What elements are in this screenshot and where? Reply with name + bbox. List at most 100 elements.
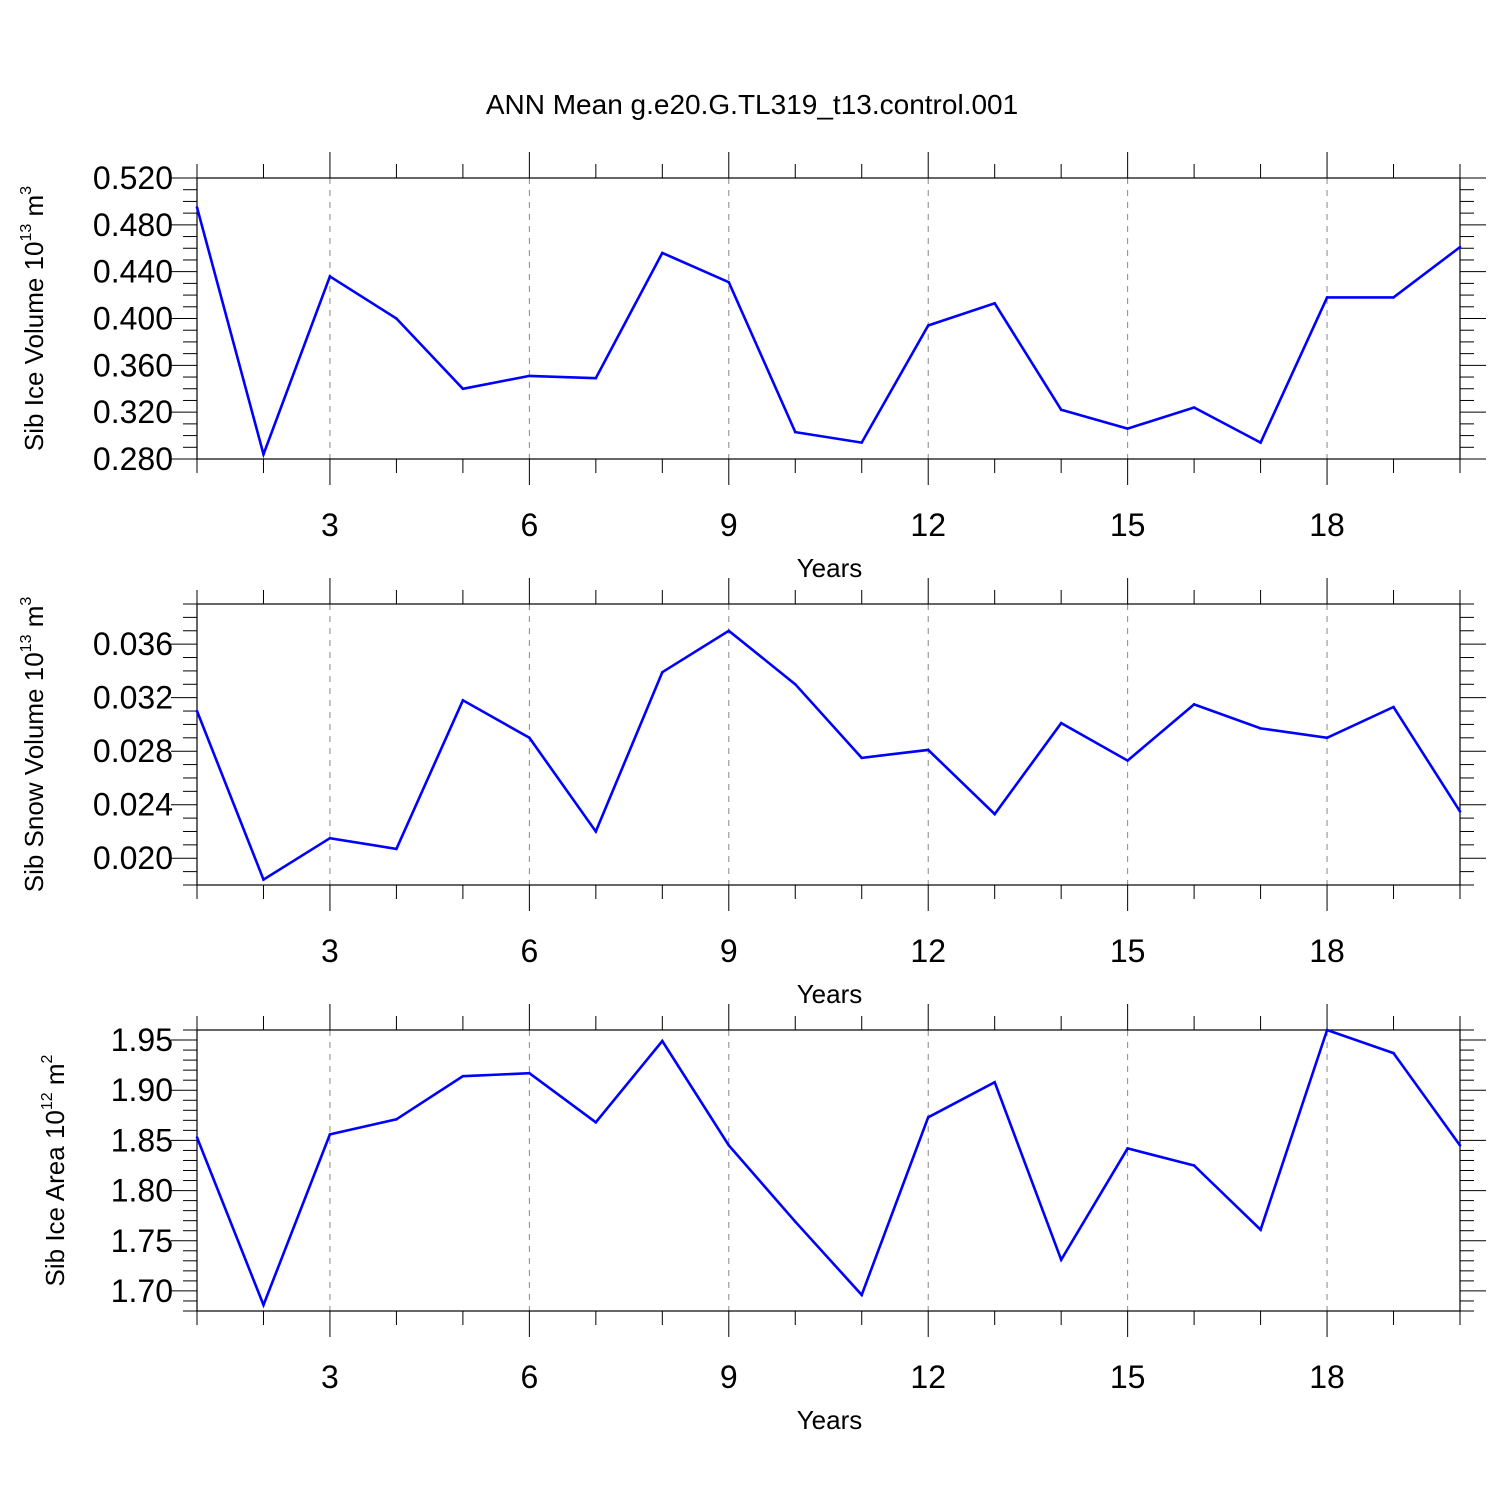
data-point [461, 1074, 465, 1078]
x-tick-label: 6 [520, 507, 538, 543]
data-point [727, 280, 731, 284]
data-point [727, 1144, 731, 1147]
data-point [395, 1118, 398, 1121]
y-tick-label: 0.028 [93, 733, 173, 769]
x-tick-label: 15 [1110, 1359, 1146, 1395]
y-tick-label: 1.70 [111, 1273, 173, 1309]
data-point [661, 1039, 664, 1043]
y-axis-label: Sib Snow Volume 1013 m3 [18, 597, 49, 893]
data-point [1259, 1228, 1262, 1232]
y-tick-label: 0.520 [93, 160, 173, 196]
data-point [1325, 296, 1329, 299]
data-point [395, 847, 398, 851]
y-tick-label: 1.85 [111, 1122, 173, 1158]
x-tick-label: 3 [321, 1359, 339, 1395]
data-point [993, 301, 996, 305]
plot-frame [196, 1029, 1461, 1312]
data-point [528, 374, 531, 378]
data-point [1192, 1164, 1196, 1167]
y-tick-label: 0.280 [93, 441, 173, 477]
x-tick-label: 15 [1110, 933, 1146, 969]
x-tick-label: 9 [720, 507, 738, 543]
data-point [1392, 1051, 1395, 1055]
plot-frame [196, 603, 1461, 886]
data-point [1126, 427, 1129, 430]
data-point [1126, 759, 1129, 762]
y-tick-label: 1.75 [111, 1223, 173, 1259]
data-point [328, 275, 332, 278]
y-tick-label: 0.360 [93, 347, 173, 383]
x-tick-label: 18 [1309, 1359, 1345, 1395]
data-point [1325, 736, 1329, 740]
data-point [1458, 1144, 1462, 1147]
x-tick-label: 6 [520, 933, 538, 969]
x-tick-label: 9 [720, 933, 738, 969]
data-point [594, 830, 598, 833]
data-point [195, 205, 199, 209]
x-tick-label: 18 [1309, 507, 1345, 543]
data-point [993, 1080, 996, 1084]
data-point [262, 1303, 265, 1307]
x-axis-label: Years [797, 553, 863, 583]
data-point [1126, 1147, 1129, 1150]
data-point [461, 699, 465, 702]
y-tick-label: 1.90 [111, 1072, 173, 1108]
data-point [1059, 1258, 1063, 1262]
series-line [195, 206, 1461, 459]
y-tick-label: 0.320 [93, 394, 173, 430]
y-tick-label: 0.036 [93, 626, 173, 662]
y-tick-label: 0.024 [93, 787, 173, 823]
data-point [1259, 727, 1262, 730]
y-tick-label: 0.440 [93, 254, 173, 290]
chart-panels: 3 6 9 12 15 18 0.280 0.320 0.360 0.400 0.440 0.480 0… [18, 152, 1486, 1435]
data-point [528, 1071, 531, 1075]
series-line [195, 1028, 1462, 1309]
series-line [195, 629, 1462, 882]
data-point [926, 748, 930, 752]
x-tick-label: 3 [321, 507, 339, 543]
data-point [195, 709, 199, 713]
data-point [926, 324, 930, 327]
data-point [793, 682, 797, 686]
plot-frame [196, 177, 1461, 460]
y-tick-label: 0.400 [93, 301, 173, 337]
data-point [1059, 408, 1063, 412]
data-point [1392, 705, 1395, 709]
data-point [262, 878, 265, 881]
x-tick-label: 15 [1110, 507, 1146, 543]
x-tick-label: 3 [321, 933, 339, 969]
data-point [727, 629, 731, 633]
x-tick-label: 6 [520, 1359, 538, 1395]
data-point [926, 1116, 930, 1119]
data-point [395, 317, 398, 320]
data-point [328, 836, 332, 840]
data-point [1325, 1028, 1329, 1032]
panel-2: 3 6 9 12 15 18 0.020 0.024 0.028 0.032 0.036 Years S… [18, 578, 1486, 1009]
data-point [1392, 296, 1395, 299]
data-point [594, 376, 598, 380]
data-point [1458, 810, 1462, 813]
panel-3: 3 6 9 12 15 18 1.70 1.75 1.80 1.85 1.90 1.95 Years Si… [39, 1004, 1486, 1435]
y-axis-label: Sib Ice Area 1012 m2 [39, 1054, 70, 1286]
data-point [860, 756, 864, 760]
y-tick-label: 0.020 [93, 840, 173, 876]
data-point [661, 670, 664, 674]
y-tick-label: 1.95 [111, 1022, 173, 1058]
data-point [1192, 703, 1196, 706]
y-tick-label: 0.032 [93, 680, 173, 716]
data-point [860, 441, 864, 444]
x-tick-label: 12 [910, 507, 946, 543]
x-axis-label: Years [797, 979, 863, 1009]
data-point [1192, 406, 1196, 409]
x-axis-label: Years [797, 1405, 863, 1435]
data-point [661, 251, 664, 255]
x-tick-label: 18 [1309, 933, 1345, 969]
data-point [594, 1121, 598, 1124]
data-point [262, 453, 265, 456]
data-point [195, 1136, 199, 1139]
data-point [1059, 721, 1063, 725]
data-point [461, 387, 465, 391]
y-tick-label: 0.480 [93, 207, 173, 243]
data-point [1259, 441, 1262, 444]
